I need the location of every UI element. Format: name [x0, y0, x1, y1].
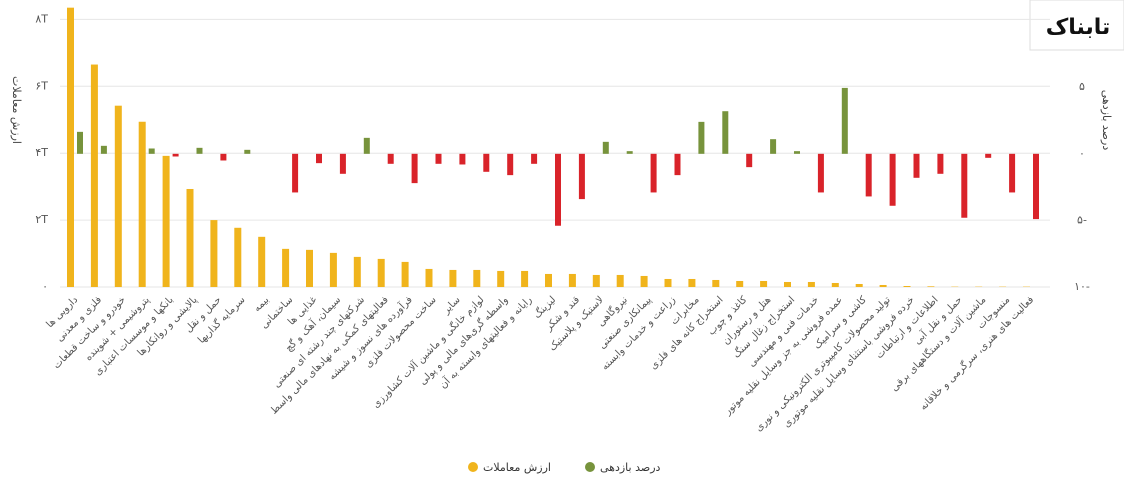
return-bar — [339, 153, 346, 174]
return-bar — [172, 153, 179, 157]
bar — [760, 280, 768, 287]
bar — [545, 273, 552, 287]
bar — [449, 269, 457, 287]
bar — [234, 227, 242, 287]
return-bar — [316, 153, 322, 164]
return-bar — [1009, 153, 1016, 193]
return-bar — [459, 153, 466, 165]
return-bar — [650, 153, 657, 193]
return-bar — [292, 153, 299, 193]
bar — [67, 7, 74, 288]
y2-tick-label: ۵ — [1079, 80, 1085, 93]
return-bar — [555, 153, 561, 226]
bar — [329, 252, 337, 287]
bar — [186, 188, 194, 287]
bar — [114, 105, 122, 287]
return-bar — [411, 153, 418, 184]
y2-tick-label: ۰ — [1079, 147, 1085, 160]
bar — [831, 282, 839, 287]
return-bar — [674, 153, 681, 176]
return-bar — [722, 111, 729, 154]
legend-label: درصد بازدهی — [600, 461, 661, 474]
return-bar — [913, 153, 920, 178]
return-bar — [937, 153, 944, 174]
y-tick-label: ۲T — [35, 213, 48, 226]
return-bar — [77, 131, 83, 154]
bar — [664, 278, 672, 287]
bar — [401, 261, 409, 287]
y-tick-label: ۸T — [35, 12, 48, 25]
return-bar — [1033, 153, 1039, 220]
bar — [592, 274, 600, 287]
return-bar — [889, 153, 896, 206]
return-bar — [770, 139, 777, 154]
bar — [688, 278, 696, 287]
bar — [712, 279, 720, 287]
return-bar — [363, 137, 370, 154]
x-tick-label: بیمه — [252, 294, 272, 314]
bar — [90, 64, 98, 288]
y-tick-label: ۶T — [35, 79, 48, 92]
bar — [258, 236, 266, 287]
return-bar — [985, 153, 992, 158]
bar — [425, 268, 433, 287]
return-bar — [220, 153, 227, 161]
return-bar — [698, 121, 705, 154]
bar — [162, 155, 170, 287]
y2-tick-label: ۱۰- — [1074, 280, 1090, 293]
legend-marker — [468, 462, 478, 472]
bar — [616, 274, 624, 287]
legend-label: ارزش معاملات — [483, 461, 551, 474]
return-bar — [626, 151, 633, 154]
bar — [473, 269, 481, 287]
return-bar — [794, 151, 800, 154]
y-tick-label: ۰ — [42, 280, 48, 293]
return-bar — [961, 153, 968, 218]
bar — [855, 283, 863, 287]
bar — [282, 248, 290, 287]
return-bar — [100, 145, 107, 154]
return-bar — [244, 149, 251, 154]
return-bar — [148, 148, 155, 154]
legend-marker — [585, 462, 595, 472]
y-axis-title: ارزش معاملات — [10, 76, 23, 144]
bar — [568, 273, 576, 287]
logo-box — [1029, 0, 1124, 51]
return-bar — [602, 141, 609, 154]
y2-tick-label: ۵- — [1077, 213, 1087, 226]
return-bar — [865, 153, 872, 197]
bar — [377, 258, 385, 287]
bar — [138, 121, 146, 287]
bar — [807, 281, 815, 287]
bar — [640, 275, 648, 287]
bar — [521, 270, 529, 287]
return-bar — [483, 153, 490, 172]
return-bar — [531, 153, 538, 164]
bar — [927, 286, 935, 287]
logo: تابناک — [1046, 15, 1111, 40]
return-bar — [435, 153, 442, 164]
bar — [497, 270, 505, 287]
return-bar — [841, 87, 848, 154]
y-tick-label: ۴T — [35, 146, 48, 159]
bar — [306, 249, 313, 287]
return-bar — [817, 153, 824, 193]
bar — [210, 220, 218, 287]
return-bar — [507, 153, 514, 176]
return-bar — [578, 153, 585, 200]
bar — [903, 285, 911, 287]
return-bar — [196, 147, 203, 154]
y2-axis-title: درصد بازدهی — [1100, 90, 1113, 151]
bar — [736, 280, 744, 287]
bar — [879, 284, 887, 287]
bar — [353, 256, 361, 287]
return-bar — [746, 153, 753, 168]
bar — [784, 281, 791, 287]
return-bar — [387, 153, 394, 164]
